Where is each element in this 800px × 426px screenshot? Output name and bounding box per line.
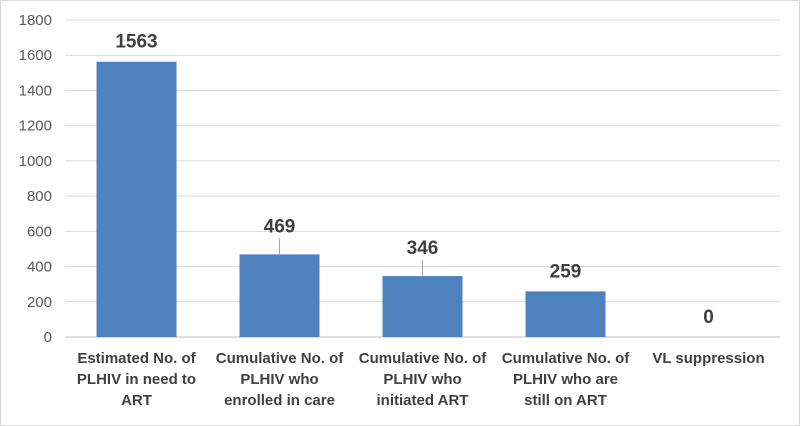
y-tick-label: 200 — [27, 294, 52, 311]
y-tick-label: 600 — [27, 223, 52, 240]
y-tick-label: 400 — [27, 259, 52, 276]
y-tick-label: 1400 — [19, 82, 52, 99]
data-label: 346 — [407, 238, 439, 259]
y-tick-label: 1000 — [19, 153, 52, 170]
x-category-label: still on ART — [524, 392, 607, 409]
x-category-label: PLHIV who — [240, 371, 318, 388]
data-label: 1563 — [115, 32, 157, 53]
data-label: 0 — [703, 307, 714, 328]
x-category-label: PLHIV in need to — [77, 371, 196, 388]
data-label: 259 — [550, 261, 582, 282]
x-category-label: Cumulative No. of — [359, 350, 488, 367]
x-category-label: Cumulative No. of — [502, 350, 631, 367]
y-tick-label: 1800 — [19, 12, 52, 29]
y-tick-label: 0 — [44, 329, 52, 346]
y-tick-label: 800 — [27, 188, 52, 205]
bar — [96, 61, 177, 337]
x-category-label: ART — [121, 392, 152, 409]
x-category-label: PLHIV who — [383, 371, 461, 388]
bar — [525, 291, 606, 337]
x-category-label: enrolled in care — [224, 392, 335, 409]
bar — [239, 254, 320, 337]
x-category-label: VL suppression — [652, 350, 764, 367]
y-tick-label: 1200 — [19, 118, 52, 135]
data-label: 469 — [264, 216, 296, 237]
bar — [382, 276, 463, 337]
x-category-label: PLHIV who are — [513, 371, 618, 388]
x-category-label: Estimated No. of — [77, 350, 196, 367]
x-category-label: Cumulative No. of — [216, 350, 345, 367]
x-category-label: initiated ART — [377, 392, 469, 409]
y-tick-label: 1600 — [19, 47, 52, 64]
